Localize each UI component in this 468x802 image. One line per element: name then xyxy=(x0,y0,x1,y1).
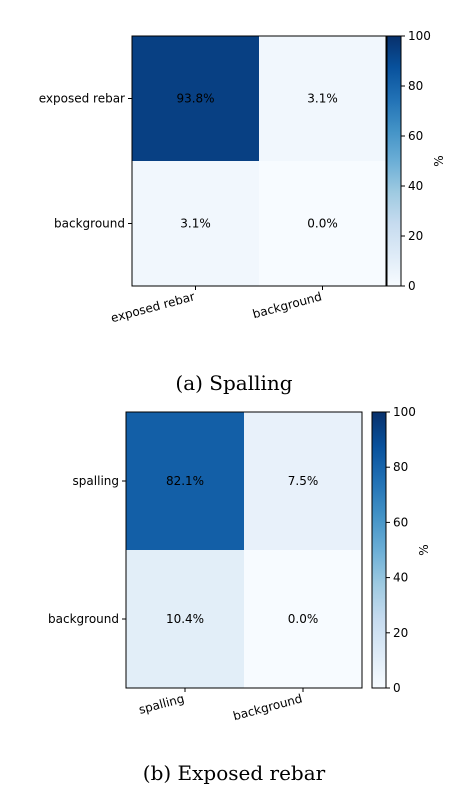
colorbar-label-a: % xyxy=(432,155,446,166)
y-tick-label-b-0: spalling xyxy=(73,474,119,488)
colorbar-tick-label-a-5: 100 xyxy=(408,29,431,43)
panel-a: 93.8% 3.1% 3.1% 0.0% exposed rebar background… xyxy=(39,29,446,395)
heatmap-b: 82.1% 7.5% 10.4% 0.0% spalling background spal… xyxy=(48,411,363,723)
colorbar-tick-label-b-2: 40 xyxy=(393,571,408,585)
colorbar-gradient-b xyxy=(371,411,387,689)
colorbar-tick-label-a-0: 0 xyxy=(408,279,416,293)
cell-value-b-1-0: 10.4% xyxy=(166,612,204,626)
colorbar-tick-label-b-4: 80 xyxy=(393,460,408,474)
cell-value-a-0-1: 3.1% xyxy=(307,92,338,106)
x-tick-label-b-0: spalling xyxy=(137,691,185,717)
heatmap-frame-a xyxy=(131,35,387,287)
y-tick-label-b-1: background xyxy=(48,612,119,626)
colorbar-tick-label-b-0: 0 xyxy=(393,681,401,695)
x-tick-label-a-0: exposed rebar xyxy=(109,289,196,325)
cell-value-b-1-1: 0.0% xyxy=(288,612,319,626)
colorbar-tick-label-a-2: 40 xyxy=(408,179,423,193)
heatmap-frame-b xyxy=(125,411,363,689)
heatmap-cell-b-0-1 xyxy=(244,412,362,550)
colorbar-tick-label-b-5: 100 xyxy=(393,405,416,419)
y-tick-label-a-0: exposed rebar xyxy=(39,92,125,106)
colorbar-gradient-a xyxy=(386,35,402,287)
y-tick-label-a-1: background xyxy=(54,217,125,231)
colorbar-tick-label-b-3: 60 xyxy=(393,515,408,529)
colorbar-tick-label-b-1: 20 xyxy=(393,626,408,640)
colorbar-tick-label-a-4: 80 xyxy=(408,79,423,93)
panel-b: 82.1% 7.5% 10.4% 0.0% spalling background spal… xyxy=(48,405,431,785)
x-tick-label-b-1: background xyxy=(232,691,304,723)
cell-value-b-0-1: 7.5% xyxy=(288,474,319,488)
cell-value-a-1-1: 0.0% xyxy=(307,217,338,231)
colorbar-b: 0 20 40 60 80 100% xyxy=(371,405,431,695)
cell-value-a-0-0: 93.8% xyxy=(176,92,214,106)
heatmap-cell-a-0-0 xyxy=(132,36,259,161)
heatmap-cell-b-1-1 xyxy=(244,550,362,688)
colorbar-label-b: % xyxy=(417,544,431,555)
colorbar-a: 0 20 40 60 80 100% xyxy=(386,29,446,293)
cell-value-a-1-0: 3.1% xyxy=(180,217,211,231)
caption-b: (b) Exposed rebar xyxy=(143,761,326,785)
colorbar-tick-label-a-1: 20 xyxy=(408,229,423,243)
heatmap-cell-a-1-0 xyxy=(132,161,259,286)
heatmap-cell-b-1-0 xyxy=(126,550,244,688)
cell-value-b-0-0: 82.1% xyxy=(166,474,204,488)
heatmap-cell-a-0-1 xyxy=(259,36,386,161)
x-tick-label-a-1: background xyxy=(251,289,323,321)
colorbar-tick-label-a-3: 60 xyxy=(408,129,423,143)
heatmap-cell-b-0-0 xyxy=(126,412,244,550)
heatmap-a: 93.8% 3.1% 3.1% 0.0% exposed rebar background… xyxy=(39,35,387,325)
heatmap-cell-a-1-1 xyxy=(259,161,386,286)
caption-a: (a) Spalling xyxy=(175,371,292,395)
